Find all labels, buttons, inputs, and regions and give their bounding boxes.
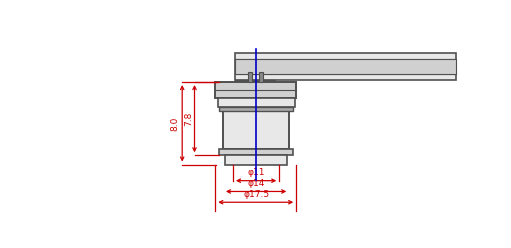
Text: φ11: φ11: [247, 168, 265, 177]
Bar: [225, 155, 287, 164]
Bar: [218, 97, 295, 107]
Bar: [223, 111, 289, 149]
Text: φ14: φ14: [247, 179, 265, 187]
Bar: [235, 53, 456, 80]
Bar: [248, 72, 252, 82]
Bar: [219, 107, 293, 111]
Text: 8.0: 8.0: [171, 116, 180, 130]
Text: 7.8: 7.8: [184, 112, 193, 126]
Bar: [215, 82, 296, 97]
Bar: [235, 59, 456, 74]
Bar: [259, 72, 263, 82]
Bar: [219, 149, 293, 155]
Text: φ17.5: φ17.5: [243, 190, 269, 199]
Bar: [235, 80, 275, 81]
